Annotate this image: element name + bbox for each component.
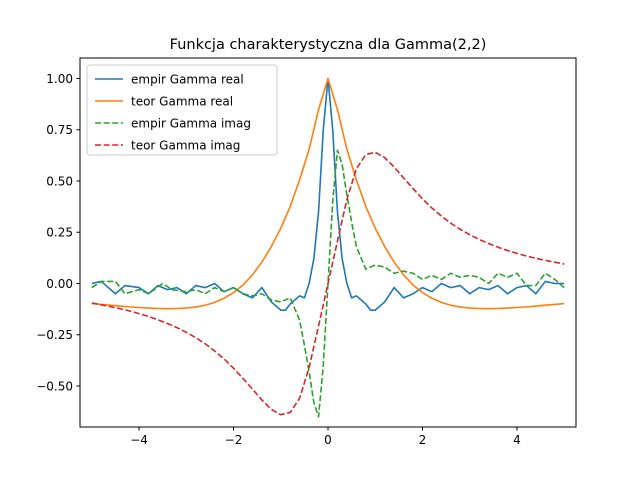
legend-label: empir Gamma imag <box>131 116 251 130</box>
series-line-4 <box>91 151 565 416</box>
legend: empir Gamma real teor Gamma real empir Gam… <box>86 64 278 156</box>
y-tick-label: −0.25 <box>36 328 73 342</box>
x-tick-label: 0 <box>324 433 332 447</box>
legend-label: empir Gamma real <box>131 72 244 86</box>
series-line-3 <box>91 149 565 418</box>
x-tick-label: 4 <box>513 433 521 447</box>
x-tick-label: −2 <box>225 433 243 447</box>
y-tick-label: 0.75 <box>46 123 73 137</box>
y-tick-label: 0.00 <box>46 277 73 291</box>
plot-area <box>91 77 565 418</box>
series-line-2 <box>91 77 565 310</box>
y-tick-label: 0.25 <box>46 226 73 240</box>
legend-box <box>86 64 278 156</box>
y-tick-label: −0.50 <box>36 379 73 393</box>
chart-title: Funkcja charakterystyczna dla Gamma(2,2) <box>170 37 487 53</box>
legend-label: teor Gamma real <box>131 94 233 108</box>
series-line-1 <box>91 77 565 311</box>
x-tick-label: −4 <box>130 433 148 447</box>
axes: −4 −2 0 2 4 −0.50 −0.25 0.00 0.25 0.50 0.75 1.00 <box>36 57 577 447</box>
x-tick-label: 2 <box>419 433 427 447</box>
y-tick-label: 0.50 <box>46 174 73 188</box>
legend-label: teor Gamma imag <box>131 138 240 152</box>
y-tick-label: 1.00 <box>46 72 73 86</box>
